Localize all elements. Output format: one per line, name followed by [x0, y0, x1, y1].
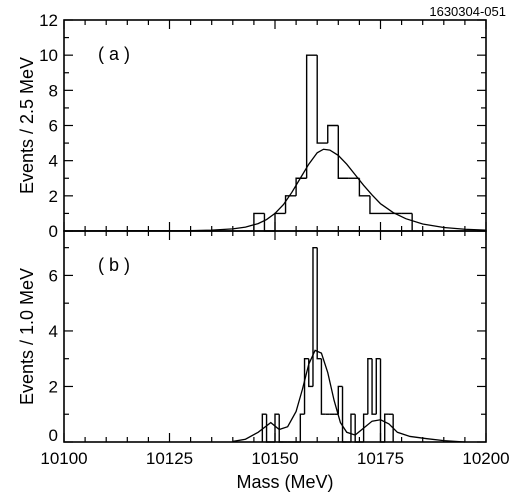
y-tick-label: 2 [49, 377, 58, 396]
y-tick-label: 6 [49, 117, 58, 136]
histogram-bin [337, 385, 343, 415]
panel-label: ( b ) [98, 255, 130, 275]
histogram-bin [263, 213, 275, 232]
panel-b: 0 2 4 6 10100 10125 10150 10175 10200 Events / 1.… [17, 230, 510, 492]
fit-curve [232, 349, 465, 443]
y-tick-label: 6 [49, 266, 58, 285]
histogram-bin [303, 358, 309, 415]
histogram-bin [261, 413, 267, 442]
y-tick-label: 2 [49, 187, 58, 206]
x-axis-label: Mass (MeV) [236, 472, 333, 492]
y-tick-label: 10 [39, 46, 58, 65]
histogram-bin [369, 195, 381, 215]
histogram-bin [265, 414, 271, 443]
histogram-bin [316, 247, 322, 360]
histogram-bin [320, 358, 326, 415]
histogram-bin [379, 358, 385, 443]
y-axis-label: Events / 1.0 MeV [17, 268, 37, 405]
y-tick-label: 4 [49, 152, 58, 171]
histogram-bin [327, 124, 339, 144]
histogram-bin [274, 212, 286, 231]
histogram-bin [274, 413, 280, 442]
y-tick-label: 0 [49, 426, 58, 445]
histogram-bin [305, 54, 318, 179]
histogram-bin [337, 125, 349, 179]
histogram-bin [308, 358, 313, 388]
x-tick-label: 10125 [146, 449, 193, 468]
y-tick-label: 12 [39, 11, 58, 30]
histogram-bin [295, 177, 307, 196]
x-tick-label: 10150 [251, 449, 298, 468]
x-tick-label: 10175 [357, 449, 404, 468]
panel-label: ( a ) [98, 44, 130, 64]
histogram-bin [341, 386, 347, 443]
panel-a: 0 2 4 6 8 10 12 Events / 2.5 MeV ( a ) [17, 11, 487, 241]
histogram-bin [384, 413, 389, 442]
y-tick-label: 0 [49, 222, 58, 241]
x-tick-label: 10100 [40, 449, 87, 468]
histogram-bin [367, 358, 373, 415]
histogram-bin [316, 55, 328, 144]
y-tick-label: 4 [49, 322, 58, 341]
histogram-bin [299, 413, 305, 442]
y-tick-label: 8 [49, 81, 58, 100]
histogram-bin [253, 212, 265, 231]
histogram-bin [354, 414, 360, 443]
histogram-bin [350, 413, 356, 442]
histogram-bin [358, 178, 370, 197]
histogram-bin [278, 414, 284, 443]
histogram-bin [371, 358, 377, 415]
x-tick-label: 10200 [462, 449, 509, 468]
histogram-bin [375, 358, 381, 415]
histogram-bin [312, 246, 318, 387]
figure-code: 1630304-051 [429, 4, 506, 19]
histogram-bin [362, 413, 368, 442]
histogram-bin [284, 195, 297, 214]
fit-curve [63, 148, 487, 232]
y-axis-label: Events / 2.5 MeV [17, 57, 37, 194]
